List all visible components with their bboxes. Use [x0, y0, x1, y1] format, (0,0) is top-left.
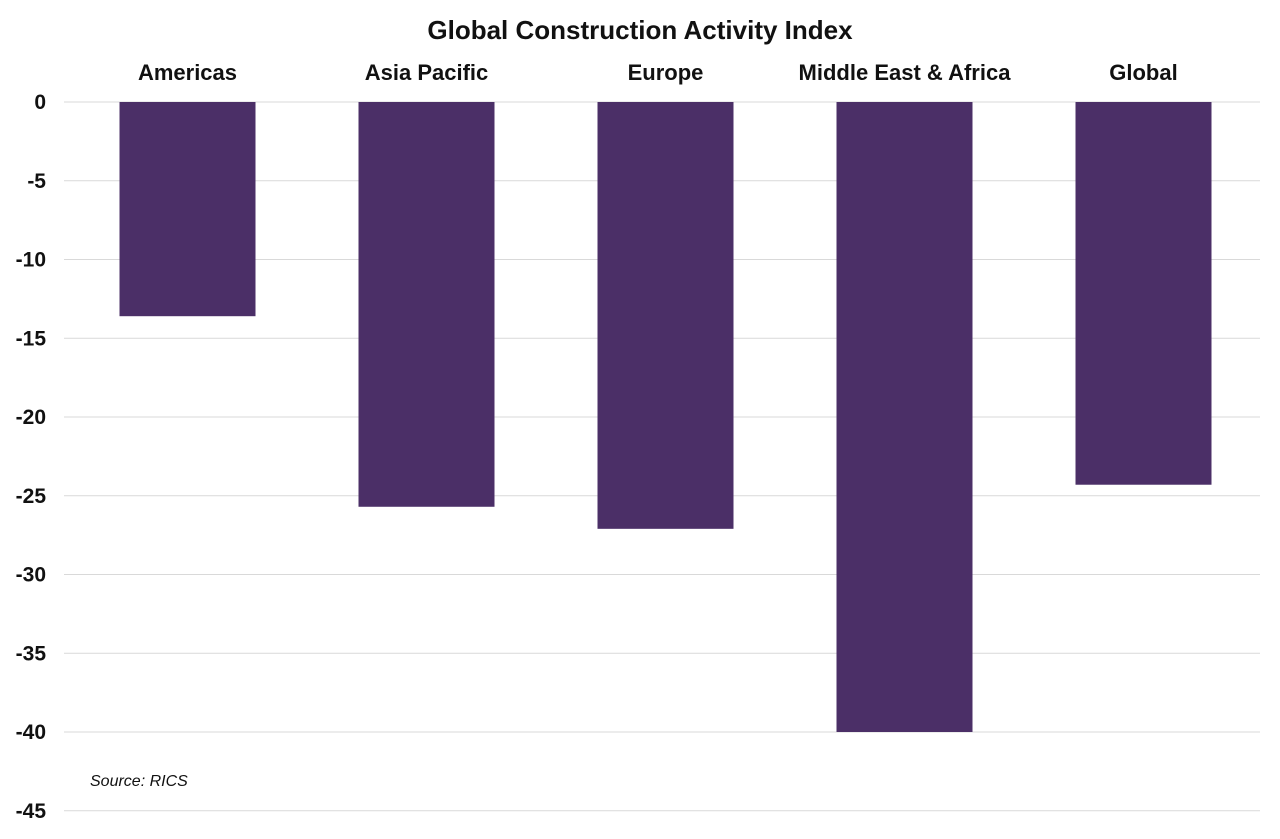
bar-europe	[597, 102, 734, 529]
y-tick-label: -20	[16, 406, 46, 429]
bar-middle-east-africa	[836, 102, 973, 732]
y-tick-label: -15	[16, 327, 47, 350]
y-tick-label: -40	[16, 721, 46, 744]
category-label: Middle East & Africa	[799, 60, 1012, 85]
bar-asia-pacific	[358, 102, 495, 507]
category-label: Europe	[628, 60, 704, 85]
category-label: Global	[1109, 60, 1177, 85]
category-label: Americas	[138, 60, 237, 85]
y-tick-label: 0	[34, 91, 46, 114]
bar-americas	[119, 102, 256, 317]
category-labels: Americas Asia Pacific Europe Middle East & …	[138, 60, 1178, 85]
y-tick-label: -45	[16, 800, 47, 823]
y-tick-label: -35	[16, 642, 47, 665]
y-axis-tick-labels: 0 -5 -10 -15 -20 -25 -30 -35 -40 -45	[16, 91, 47, 823]
y-tick-label: -10	[16, 249, 46, 272]
chart-title: Global Construction Activity Index	[427, 15, 853, 45]
y-tick-label: -25	[16, 485, 47, 508]
category-label: Asia Pacific	[365, 60, 489, 85]
bar-global	[1075, 102, 1212, 485]
y-tick-label: -5	[27, 170, 46, 193]
source-note: Source: RICS	[90, 773, 188, 790]
y-tick-label: -30	[16, 564, 46, 587]
bars	[119, 102, 1212, 732]
